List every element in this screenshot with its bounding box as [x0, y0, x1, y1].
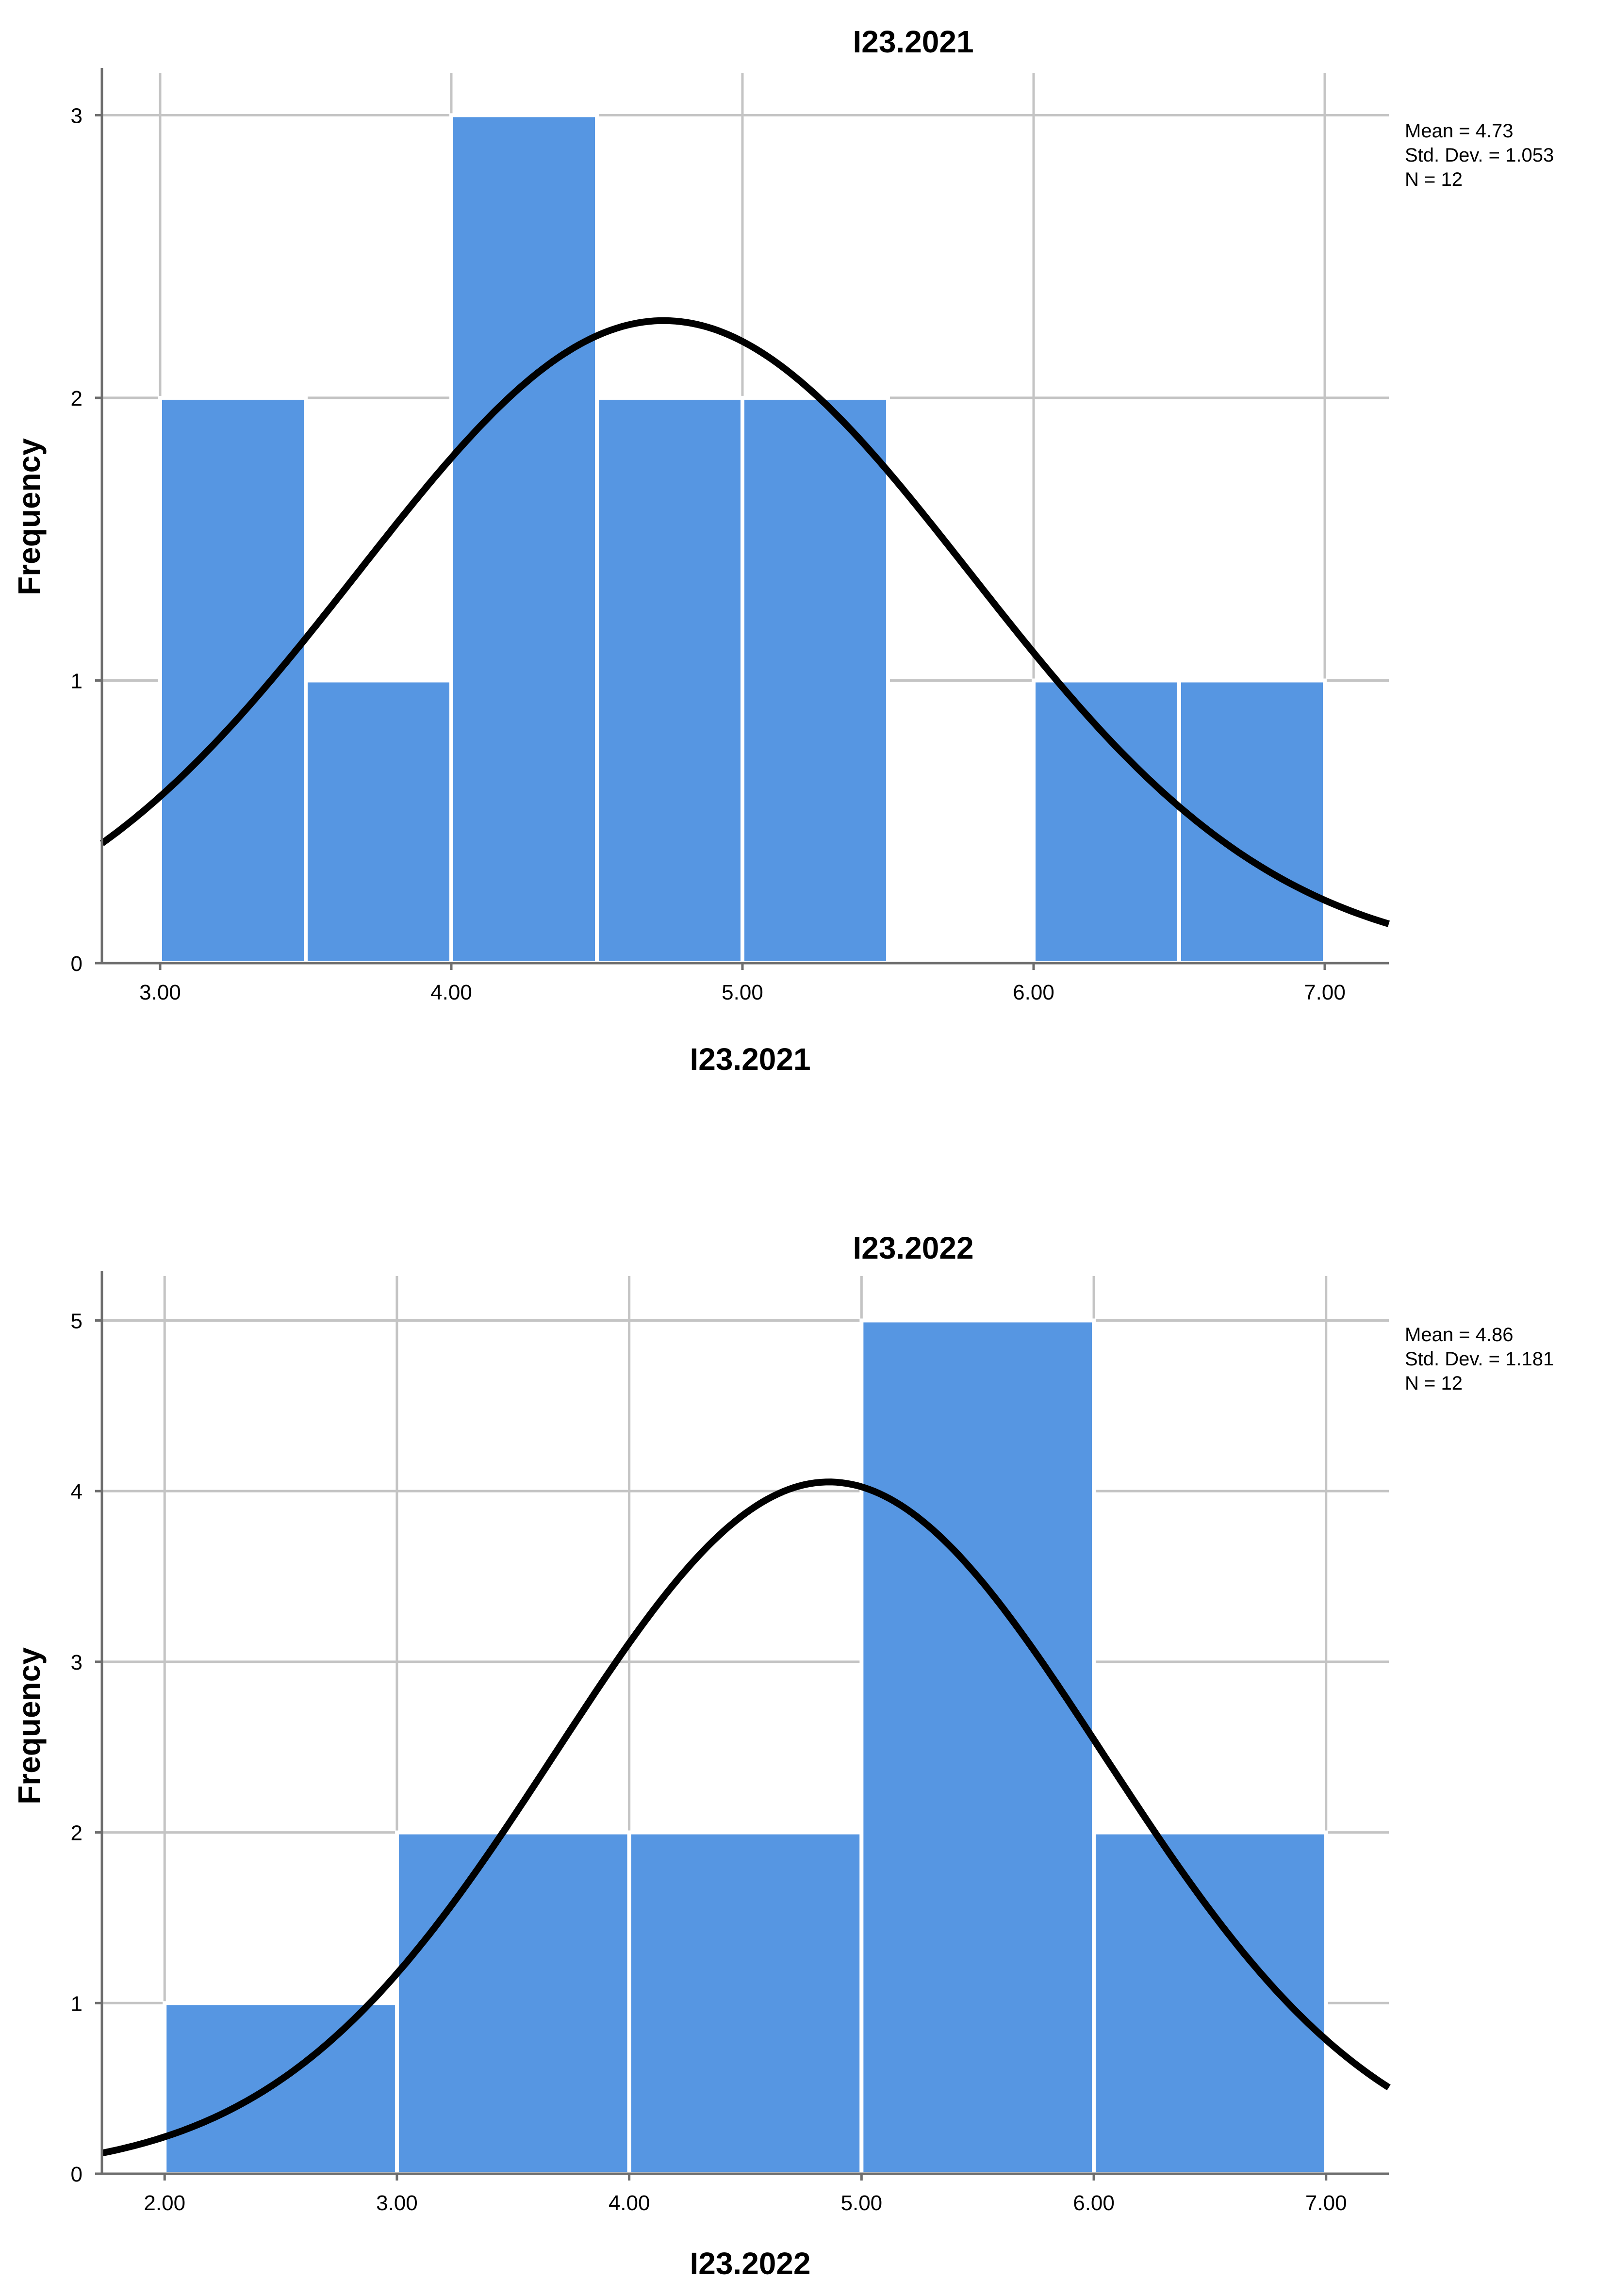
x-tick-label: 4.00 [430, 981, 472, 1004]
x-axis-label: I23.2022 [690, 2246, 810, 2281]
x-tick-label: 5.00 [841, 2191, 883, 2215]
x-tick-label: 4.00 [609, 2191, 650, 2215]
x-axis-label: I23.2021 [690, 1042, 810, 1077]
chart-title: I23.2021 [853, 24, 973, 59]
x-tick-label: 3.00 [139, 981, 181, 1004]
histogram-bar [304, 678, 453, 965]
x-tick-label: 6.00 [1013, 981, 1054, 1004]
stat-n: N = 12 [1405, 169, 1463, 190]
histogram-bar [163, 2001, 399, 2176]
y-tick-label: 0 [71, 952, 82, 976]
x-tick-label: 7.00 [1304, 981, 1346, 1004]
y-tick-label: 1 [71, 1992, 82, 2016]
stat-n: N = 12 [1405, 1373, 1463, 1394]
histogram-bar [1032, 678, 1181, 965]
y-tick-label: 2 [71, 1821, 82, 1845]
stat-std-dev: Std. Dev. = 1.053 [1405, 145, 1554, 166]
histogram-bar [1177, 678, 1327, 965]
histogram-bar [627, 1830, 864, 2176]
x-tick-label: 5.00 [722, 981, 763, 1004]
x-tick-label: 6.00 [1073, 2191, 1115, 2215]
y-tick-label: 2 [71, 387, 82, 410]
x-tick-label: 7.00 [1305, 2191, 1347, 2215]
histogram-bar [158, 395, 308, 965]
histogram-bar [741, 395, 890, 965]
y-tick-label: 3 [71, 104, 82, 128]
histogram-bar [595, 395, 744, 965]
normal-curve [101, 1478, 1391, 2157]
y-tick-label: 3 [71, 1651, 82, 1674]
histogram-chart-2022: I23.2022 I23.2022 Frequency Mean = 4.86 … [12, 1230, 1554, 2281]
stat-mean: Mean = 4.73 [1405, 120, 1514, 142]
histogram-bar [449, 113, 599, 965]
y-tick-label: 5 [71, 1309, 82, 1333]
histogram-chart-2021: I23.2021 I23.2021 Frequency Mean = 4.73 … [12, 24, 1554, 1077]
chart-title: I23.2022 [853, 1230, 973, 1265]
histogram-bar [859, 1318, 1096, 2176]
y-tick-label: 0 [71, 2163, 82, 2186]
x-tick-label: 3.00 [376, 2191, 418, 2215]
y-tick-label: 1 [71, 669, 82, 693]
normal-curve [99, 317, 1390, 927]
stat-std-dev: Std. Dev. = 1.181 [1405, 1348, 1554, 1370]
y-axis-label: Frequency [12, 438, 47, 595]
y-tick-label: 4 [71, 1480, 82, 1504]
stat-mean: Mean = 4.86 [1405, 1324, 1514, 1345]
x-tick-label: 2.00 [144, 2191, 185, 2215]
y-axis-label: Frequency [12, 1647, 47, 1804]
histogram-bar [395, 1830, 631, 2176]
